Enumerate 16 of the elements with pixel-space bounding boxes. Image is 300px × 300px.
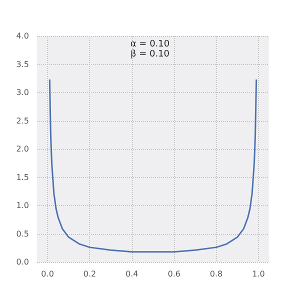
y-tick-label: 1.5 [16, 172, 29, 182]
y-tick-label: 4.0 [16, 32, 29, 40]
x-tick-label: 0.0 [41, 270, 54, 278]
y-tick-label: 3.5 [16, 60, 29, 69]
y-tick-label: 2.5 [16, 116, 29, 126]
y-tick-label: 1.0 [16, 201, 29, 210]
x-tick-label: 0.8 [210, 270, 223, 278]
line-series [48, 78, 258, 253]
y-tick-label: 2.0 [16, 144, 29, 154]
x-tick-label: 0.6 [168, 270, 180, 278]
y-tick-label: 0.0 [16, 258, 29, 266]
y-tick-label: 0.5 [16, 229, 29, 238]
x-tick-label: 0.2 [83, 270, 96, 278]
x-tick-label: 1.0 [252, 270, 265, 278]
y-tick-label: 3.0 [16, 88, 29, 97]
x-tick-label: 0.4 [126, 270, 138, 278]
